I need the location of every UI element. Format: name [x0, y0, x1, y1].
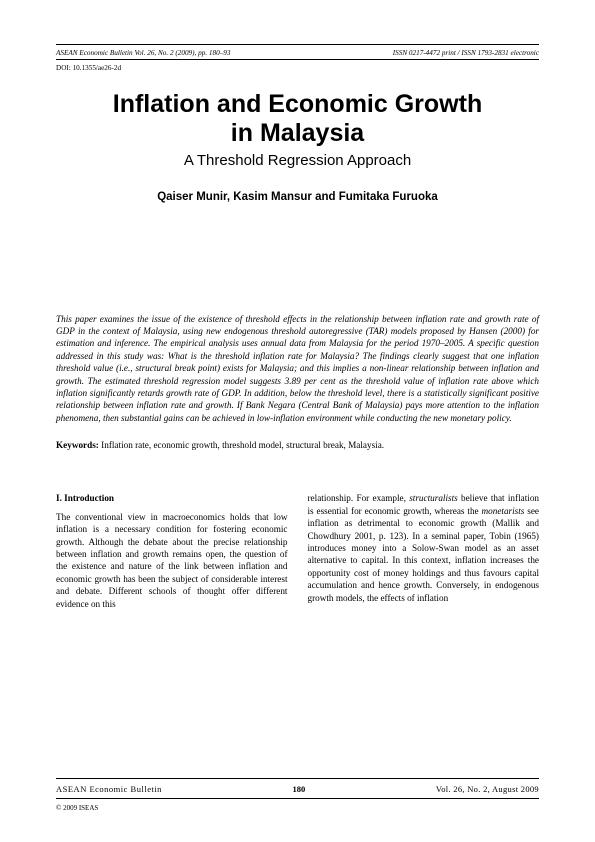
col2-monetarists: monetarists: [482, 506, 525, 516]
doi: DOI: 10.1355/ae26-2d: [56, 64, 539, 72]
authors: Qaiser Munir, Kasim Mansur and Fumitaka …: [56, 191, 539, 203]
copyright: © 2009 ISEAS: [56, 804, 539, 812]
header-row: ASEAN Economic Bulletin Vol. 26, No. 2 (…: [56, 49, 539, 57]
journal-ref: ASEAN Economic Bulletin Vol. 26, No. 2 (…: [56, 49, 230, 57]
header-rule-2: [56, 59, 539, 60]
keywords-label: Keywords:: [56, 440, 99, 450]
keywords-text: Inflation rate, economic growth, thresho…: [99, 440, 384, 450]
body-columns: I. Introduction The conventional view in…: [56, 492, 539, 610]
title-line-2: in Malaysia: [231, 119, 364, 147]
column-right: relationship. For example, structuralist…: [308, 492, 540, 610]
col2-text-pre: relationship. For example,: [308, 493, 410, 503]
column-left: I. Introduction The conventional view in…: [56, 492, 288, 610]
paper-title: Inflation and Economic Growth in Malaysi…: [56, 90, 539, 148]
col1-paragraph: The conventional view in macroeconomics …: [56, 511, 288, 610]
footer-issue: Vol. 26, No. 2, August 2009: [436, 784, 539, 794]
footer-journal: ASEAN Economic Bulletin: [56, 784, 162, 794]
keywords: Keywords: Inflation rate, economic growt…: [56, 440, 539, 450]
col2-structuralists: structuralists: [409, 493, 458, 503]
issn: ISSN 0217-4472 print / ISSN 1793-2831 el…: [393, 49, 539, 57]
footer-page-number: 180: [293, 784, 306, 794]
section-heading-introduction: I. Introduction: [56, 492, 288, 504]
header-rule: [56, 44, 539, 45]
col2-text-post: see inflation as detrimental to economic…: [308, 506, 540, 603]
footer-rule: [56, 778, 539, 779]
footer-row: ASEAN Economic Bulletin 180 Vol. 26, No.…: [56, 784, 539, 794]
abstract: This paper examines the issue of the exi…: [56, 313, 539, 425]
title-line-1: Inflation and Economic Growth: [113, 90, 482, 118]
footer: ASEAN Economic Bulletin 180 Vol. 26, No.…: [56, 778, 539, 812]
footer-rule-2: [56, 798, 539, 799]
paper-subtitle: A Threshold Regression Approach: [56, 152, 539, 169]
